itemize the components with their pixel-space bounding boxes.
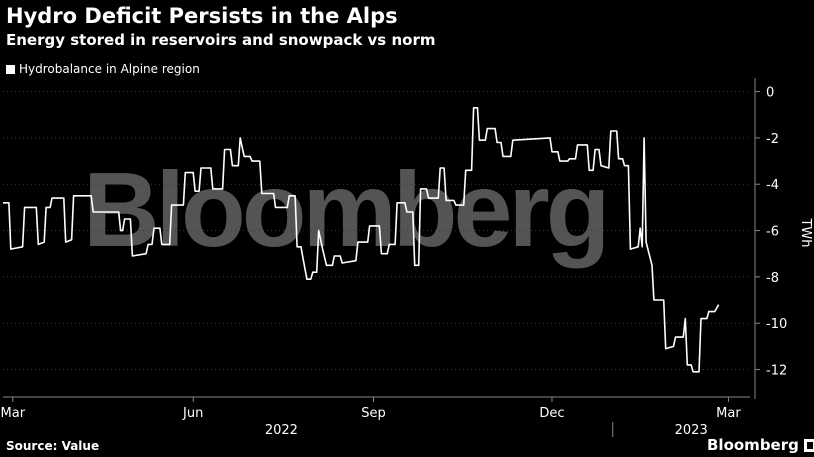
bloomberg-logo-icon [803, 438, 814, 452]
chart-subtitle: Energy stored in reservoirs and snowpack… [6, 31, 436, 49]
y-axis-label: TWh [798, 217, 813, 247]
x-tick-label: Mar [716, 406, 741, 421]
source-note: Source: Value [6, 439, 100, 453]
brand-logo: Bloomberg [707, 436, 814, 454]
y-tick-label: -6 [766, 225, 779, 240]
y-tick-label: -10 [766, 317, 787, 332]
y-tick-label: 0 [766, 86, 774, 101]
year-label: 2022 [265, 423, 298, 438]
legend: Hydrobalance in Alpine region [6, 62, 200, 76]
y-tick-label: -4 [766, 178, 779, 193]
legend-swatch [6, 64, 15, 74]
y-tick-label: -8 [766, 271, 779, 286]
x-tick-label: Dec [539, 406, 564, 421]
y-tick-label: -2 [766, 132, 779, 147]
series-line [3, 107, 720, 373]
year-label: 2023 [675, 423, 708, 438]
x-tick-label: Jun [182, 406, 203, 421]
y-tick-label: -12 [766, 364, 787, 379]
x-tick-label: Mar [1, 406, 26, 421]
brand-name: Bloomberg [707, 436, 799, 454]
legend-label: Hydrobalance in Alpine region [19, 62, 200, 76]
chart-title: Hydro Deficit Persists in the Alps [6, 4, 398, 28]
x-tick-label: Sep [361, 406, 386, 421]
